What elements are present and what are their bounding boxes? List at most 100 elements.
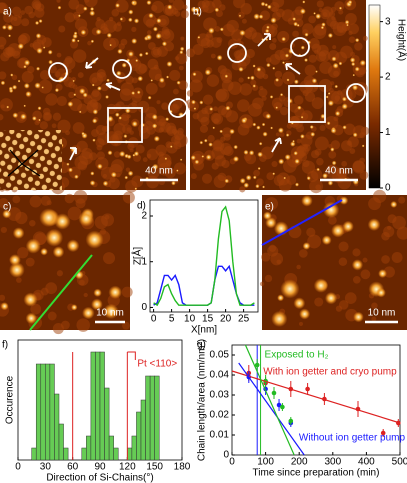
spot <box>338 6 343 10</box>
spot <box>301 195 313 207</box>
circle <box>290 37 310 57</box>
texture <box>168 0 174 3</box>
spot <box>91 298 103 311</box>
spot <box>327 32 333 39</box>
annotation: With ion getter and cryo pump <box>263 367 397 378</box>
texture <box>84 0 90 3</box>
spot <box>57 5 62 10</box>
texture <box>343 123 356 136</box>
x-tick-label: 100 <box>257 457 274 468</box>
spot <box>23 104 26 108</box>
texture <box>177 127 184 135</box>
spot <box>241 117 248 124</box>
spot <box>378 269 388 279</box>
reference-label: Pt <110> <box>137 359 177 370</box>
texture <box>266 203 275 212</box>
spot <box>342 125 347 130</box>
texture <box>64 12 76 23</box>
texture <box>125 180 138 193</box>
texture <box>113 151 121 158</box>
spot <box>208 27 215 34</box>
x-axis-label: Time since preparation (min) <box>253 468 380 479</box>
texture <box>74 18 88 31</box>
square <box>107 107 143 143</box>
texture <box>122 191 135 204</box>
texture <box>306 227 316 237</box>
texture <box>302 23 314 35</box>
spot <box>25 312 37 325</box>
spot <box>82 306 95 320</box>
spot <box>89 10 96 17</box>
point <box>380 430 386 436</box>
circle <box>112 59 132 79</box>
spot <box>128 9 134 15</box>
spot <box>95 28 102 35</box>
spot <box>93 288 102 297</box>
texture <box>131 26 137 32</box>
texture <box>202 94 214 105</box>
texture <box>146 30 152 35</box>
reference-bracket <box>127 351 136 360</box>
spot <box>252 64 256 68</box>
texture <box>108 177 120 190</box>
texture <box>12 50 21 59</box>
spot <box>342 96 347 102</box>
texture <box>221 159 230 169</box>
texture <box>153 121 166 133</box>
texture <box>79 151 93 166</box>
spot <box>71 304 78 311</box>
spot <box>107 150 113 156</box>
spot <box>194 7 200 13</box>
texture <box>322 11 328 18</box>
spot <box>280 279 300 299</box>
texture <box>211 113 224 125</box>
spot <box>72 79 75 83</box>
texture <box>57 119 71 133</box>
texture <box>171 7 179 15</box>
spot <box>117 48 123 55</box>
spot <box>282 61 285 65</box>
spot <box>300 115 304 119</box>
texture <box>29 219 36 227</box>
spot <box>135 59 139 63</box>
texture <box>112 134 118 140</box>
spot <box>344 19 350 25</box>
spot <box>271 310 288 328</box>
texture <box>148 66 162 80</box>
spot <box>354 66 360 72</box>
y-tick-label: 0 <box>223 450 229 461</box>
texture <box>327 215 337 225</box>
texture <box>137 100 150 113</box>
texture <box>77 72 84 79</box>
spot <box>351 62 356 67</box>
point <box>280 404 285 410</box>
spot <box>269 95 274 99</box>
spot <box>286 78 290 82</box>
texture <box>0 104 5 109</box>
texture <box>201 107 208 115</box>
texture <box>189 79 203 93</box>
spot <box>191 99 196 105</box>
spot <box>256 67 262 72</box>
spot <box>126 154 132 160</box>
spot <box>35 20 40 26</box>
spot <box>332 62 339 69</box>
texture <box>83 292 88 298</box>
spot <box>299 308 311 320</box>
texture <box>352 275 361 284</box>
spot <box>201 155 205 158</box>
spot <box>252 84 256 88</box>
texture <box>75 4 86 14</box>
arrow <box>105 82 121 91</box>
bar <box>95 351 101 461</box>
y-tick-label: 0.01 <box>210 430 230 441</box>
spot <box>359 59 366 66</box>
spot <box>376 287 386 298</box>
texture <box>211 146 225 160</box>
texture <box>316 157 324 166</box>
profile-line <box>29 254 93 331</box>
texture <box>178 80 188 90</box>
texture <box>165 160 172 167</box>
texture <box>223 146 234 157</box>
spot <box>131 120 138 127</box>
